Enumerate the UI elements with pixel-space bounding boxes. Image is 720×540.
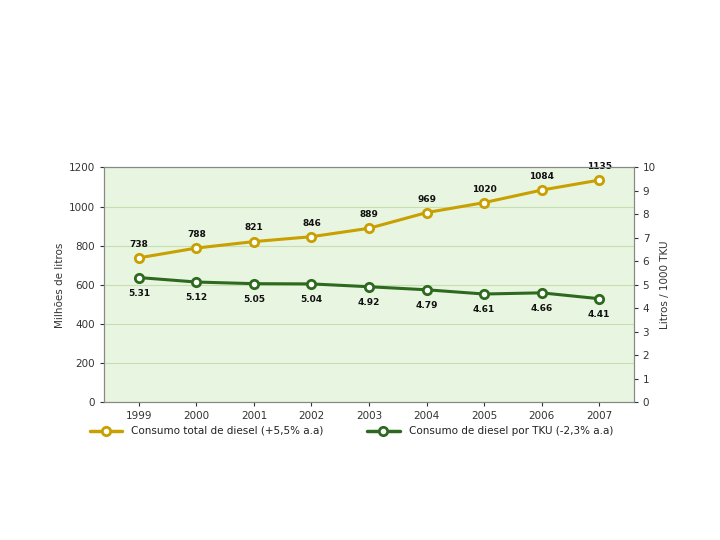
Y-axis label: Litros / 1000 TKU: Litros / 1000 TKU — [660, 241, 670, 329]
Text: 821: 821 — [245, 224, 264, 233]
Text: 1020: 1020 — [472, 185, 496, 193]
Text: 1084: 1084 — [529, 172, 554, 181]
Text: 4.61: 4.61 — [473, 305, 495, 314]
Text: 4.66: 4.66 — [531, 304, 553, 313]
Text: O DESENVOLVIMENTO DAS FERROVIAS NAS PRÓXIMAS DÉCADAS: O DESENVOLVIMENTO DAS FERROVIAS NAS PRÓX… — [230, 29, 659, 42]
Text: 5.05: 5.05 — [243, 295, 265, 303]
Text: 738: 738 — [130, 240, 148, 249]
Text: Consumo de diesel total e por TKU: Consumo de diesel total e por TKU — [122, 103, 446, 120]
Text: 788: 788 — [187, 230, 206, 239]
Text: 4.79: 4.79 — [415, 301, 438, 310]
Text: 1997 a 2007: 1997 a 2007 — [122, 132, 238, 150]
Text: Consumo de diesel por TKU (-2,3% a.a): Consumo de diesel por TKU (-2,3% a.a) — [408, 426, 613, 436]
Text: 5.31: 5.31 — [128, 288, 150, 298]
Text: 4.41: 4.41 — [588, 310, 611, 319]
Text: Consumo total de diesel (+5,5% a.a): Consumo total de diesel (+5,5% a.a) — [131, 426, 323, 436]
Text: 846: 846 — [302, 219, 321, 227]
Text: 1135: 1135 — [587, 162, 611, 171]
Text: 889: 889 — [359, 210, 379, 219]
Text: 969: 969 — [417, 194, 436, 204]
Text: Redução de  17% no consumo por TKU: Redução de 17% no consumo por TKU — [157, 497, 459, 510]
Text: 5.04: 5.04 — [300, 295, 323, 304]
Text: 5.12: 5.12 — [185, 293, 207, 302]
Text: 4.92: 4.92 — [358, 298, 380, 307]
Y-axis label: Milhões de litros: Milhões de litros — [55, 242, 65, 328]
